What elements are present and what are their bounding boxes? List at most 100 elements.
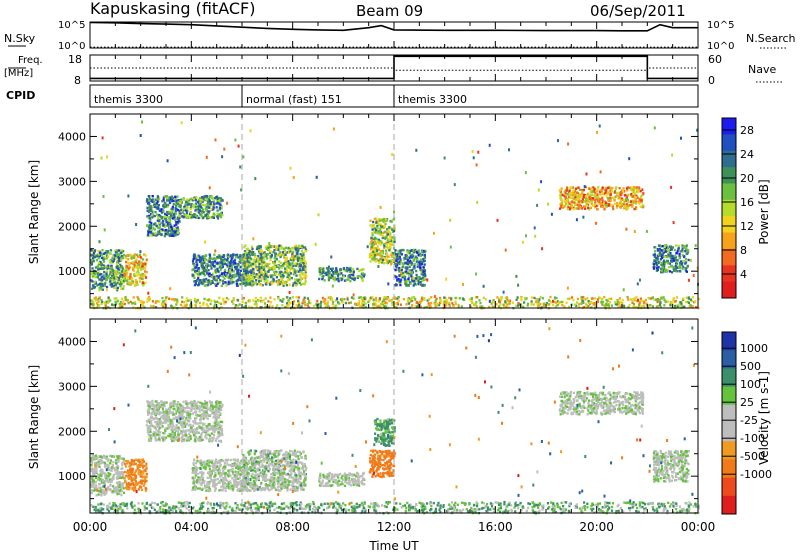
data-cell: [207, 283, 210, 287]
data-cell: [208, 254, 212, 257]
data-cell: [299, 275, 302, 278]
data-cell: [176, 226, 179, 229]
nave-label: Nave: [748, 63, 776, 76]
data-cell: [626, 296, 629, 299]
data-cell: [122, 473, 125, 477]
data-cell: [239, 165, 242, 169]
data-cell: [246, 268, 249, 272]
data-cell: [124, 279, 127, 282]
data-cell: [260, 283, 263, 286]
data-cell: [368, 256, 371, 259]
data-cell: [421, 296, 424, 299]
data-cell: [374, 302, 377, 306]
data-cell: [112, 254, 115, 257]
data-cell: [193, 264, 196, 267]
data-cell: [375, 297, 378, 300]
data-cell: [443, 156, 446, 160]
data-cell: [174, 234, 177, 237]
data-cell: [95, 275, 98, 279]
data-cell: [399, 280, 402, 283]
data-cell: [594, 305, 597, 308]
data-cell: [331, 302, 334, 306]
data-cell: [97, 300, 100, 303]
data-cell: [266, 275, 269, 279]
data-cell: [568, 189, 571, 193]
data-cell: [164, 304, 167, 308]
data-cell: [383, 244, 386, 248]
data-cell: [145, 276, 148, 279]
data-cell: [241, 297, 244, 301]
data-cell: [122, 300, 125, 303]
data-cell: [394, 251, 397, 254]
data-cell: [652, 266, 655, 269]
data-cell: [99, 486, 102, 489]
data-cell: [243, 306, 246, 309]
data-cell: [374, 259, 378, 262]
data-cell: [142, 284, 145, 287]
data-cell: [122, 487, 125, 490]
data-cell: [176, 298, 179, 302]
data-cell: [620, 203, 623, 206]
data-cell: [136, 262, 139, 265]
data-cell: [327, 276, 330, 279]
data-cell: [347, 275, 350, 278]
data-cell: [400, 267, 403, 270]
data-cell: [680, 136, 682, 140]
data-cell: [126, 276, 129, 279]
data-cell: [90, 279, 93, 282]
data-cell: [102, 267, 105, 270]
data-cell: [133, 274, 136, 278]
data-cell: [162, 199, 165, 202]
data-cell: [653, 265, 657, 268]
data-cell: [416, 275, 419, 279]
data-cell: [189, 198, 192, 201]
data-cell: [109, 269, 112, 272]
data-cell: [641, 188, 644, 191]
data-cell: [633, 230, 636, 233]
data-cell: [420, 297, 423, 300]
data-cell: [604, 191, 607, 195]
data-cell: [204, 265, 208, 268]
data-cell: [439, 296, 442, 300]
data-cell: [679, 265, 682, 268]
data-cell: [227, 298, 230, 301]
data-cell: [235, 254, 238, 257]
data-cell: [582, 193, 586, 197]
data-cell: [197, 277, 200, 280]
data-cell: [634, 306, 637, 309]
data-cell: [490, 302, 493, 305]
data-cell: [593, 297, 596, 300]
data-cell: [373, 253, 377, 257]
data-cell: [282, 298, 285, 301]
data-cell: [116, 456, 119, 460]
data-cell: [289, 297, 292, 300]
data-cell: [118, 456, 122, 460]
data-cell: [394, 275, 397, 278]
data-cell: [468, 298, 471, 301]
data-cell: [567, 195, 570, 199]
data-cell: [284, 306, 287, 309]
data-cell: [322, 300, 325, 303]
data-cell: [173, 224, 176, 227]
data-cell: [304, 246, 307, 249]
data-cell: [110, 469, 113, 472]
data-cell: [298, 281, 301, 285]
data-cell: [291, 247, 294, 250]
data-cell: [219, 213, 222, 217]
data-cell: [381, 234, 385, 238]
data-cell: [195, 214, 198, 217]
data-cell: [554, 301, 557, 304]
data-cell: [132, 268, 135, 271]
data-cell: [185, 212, 189, 215]
data-cell: [375, 299, 378, 303]
data-cell: [448, 303, 451, 306]
data-cell: [156, 198, 159, 201]
data-cell: [197, 202, 201, 205]
data-cell: [285, 280, 288, 283]
data-cell: [619, 300, 622, 304]
data-cell: [249, 269, 252, 272]
data-cell: [285, 284, 288, 287]
data-cell: [515, 274, 518, 278]
data-cell: [121, 461, 124, 465]
data-cell: [117, 491, 120, 494]
